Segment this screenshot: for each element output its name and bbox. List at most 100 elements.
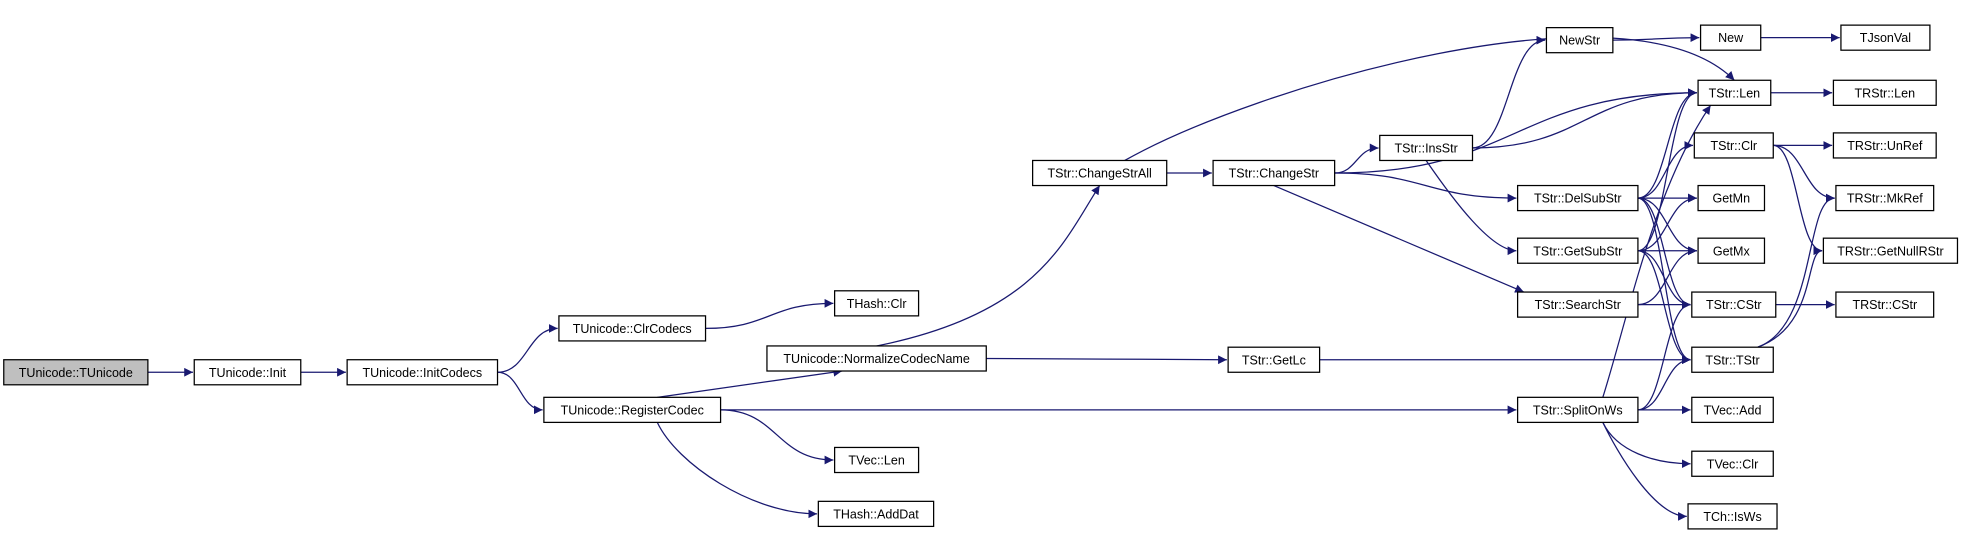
node-label: TRStr::MkRef bbox=[1847, 192, 1923, 206]
node: TJsonVal bbox=[1840, 24, 1931, 51]
node: TStr::GetLc bbox=[1227, 346, 1321, 373]
node-box bbox=[833, 290, 920, 317]
node: TStr::CStr bbox=[1691, 291, 1777, 318]
node-box bbox=[1835, 291, 1935, 318]
node-label: TUnicode::ClrCodecs bbox=[573, 322, 692, 336]
node-label: TVec::Len bbox=[848, 454, 904, 468]
edge bbox=[1334, 143, 1379, 174]
node-box bbox=[1699, 24, 1762, 51]
node-label: TRStr::GetNullRStr bbox=[1837, 244, 1943, 258]
node: TRStr::MkRef bbox=[1835, 184, 1935, 212]
node-label: TStr::Clr bbox=[1710, 139, 1757, 153]
node-label: TUnicode::NormalizeCodecName bbox=[783, 352, 969, 366]
node: TUnicode::NormalizeCodecName bbox=[766, 345, 987, 372]
node-box bbox=[1691, 450, 1774, 477]
edge bbox=[1757, 246, 1823, 348]
node-label: TCh::IsWs bbox=[1703, 510, 1761, 524]
edge bbox=[1637, 88, 1697, 252]
edge bbox=[1612, 33, 1700, 43]
node-box bbox=[817, 500, 935, 528]
node-box bbox=[1545, 27, 1614, 54]
node: TStr::SearchStr bbox=[1516, 291, 1639, 318]
edge bbox=[1602, 104, 1712, 398]
node-box bbox=[1832, 79, 1937, 106]
node-box bbox=[193, 359, 302, 386]
node-box bbox=[3, 359, 149, 386]
node-label: TUnicode::TUnicode bbox=[19, 366, 133, 380]
node-box bbox=[1697, 79, 1772, 106]
edge bbox=[657, 367, 843, 398]
node: TRStr::UnRef bbox=[1832, 132, 1937, 159]
edge bbox=[1773, 144, 1835, 203]
node: THash::Clr bbox=[833, 290, 920, 317]
edge bbox=[876, 185, 1101, 347]
node-label: TUnicode::Init bbox=[209, 366, 287, 380]
node: TCh::IsWs bbox=[1687, 503, 1778, 530]
node-box bbox=[1840, 24, 1931, 51]
edge bbox=[1472, 88, 1697, 149]
node: TStr::GetSubStr bbox=[1516, 237, 1639, 264]
edge bbox=[1124, 36, 1735, 162]
node: GetMn bbox=[1697, 184, 1766, 212]
node-label: TVec::Add bbox=[1704, 403, 1762, 417]
edge bbox=[1637, 250, 1691, 309]
node-box bbox=[1516, 237, 1639, 264]
node-box bbox=[543, 396, 722, 424]
node-box bbox=[1687, 503, 1778, 530]
node-label: THash::AddDat bbox=[833, 507, 919, 521]
node-box bbox=[1032, 159, 1168, 187]
node-box bbox=[1822, 237, 1959, 264]
node: TUnicode::InitCodecs bbox=[346, 359, 499, 386]
node: TUnicode::TUnicode bbox=[3, 359, 149, 386]
node-box bbox=[1516, 396, 1639, 424]
node-label: TStr::CStr bbox=[1706, 298, 1762, 312]
node-label: TRStr::UnRef bbox=[1847, 139, 1923, 153]
edge bbox=[1334, 172, 1517, 203]
node-box bbox=[1227, 346, 1321, 373]
node-label: TStr::ChangeStr bbox=[1229, 167, 1319, 181]
node-box bbox=[1697, 237, 1766, 264]
node: TStr::SplitOnWs bbox=[1516, 396, 1639, 424]
node-box bbox=[1212, 159, 1336, 187]
node-label: TStr::TStr bbox=[1705, 353, 1759, 367]
edge bbox=[1757, 193, 1835, 348]
edge bbox=[1637, 300, 1691, 411]
node-box bbox=[1691, 291, 1777, 318]
node: TVec::Len bbox=[833, 446, 920, 474]
node-box bbox=[1693, 132, 1774, 159]
node-box bbox=[1697, 184, 1766, 212]
node: THash::AddDat bbox=[817, 500, 935, 528]
node: TUnicode::RegisterCodec bbox=[543, 396, 722, 424]
node: TStr::ChangeStr bbox=[1212, 159, 1336, 187]
edge bbox=[1425, 160, 1517, 256]
node: TUnicode::ClrCodecs bbox=[558, 315, 707, 342]
node-box bbox=[833, 446, 920, 474]
node-box bbox=[1832, 132, 1937, 159]
node-box bbox=[558, 315, 707, 342]
node: TStr::Len bbox=[1697, 79, 1772, 106]
node-label: NewStr bbox=[1559, 34, 1600, 48]
edge bbox=[497, 324, 558, 373]
node: NewStr bbox=[1545, 27, 1614, 54]
node-label: GetMx bbox=[1713, 244, 1751, 258]
node: TStr::TStr bbox=[1691, 346, 1774, 373]
edge bbox=[1637, 355, 1691, 411]
node-label: TStr::GetSubStr bbox=[1533, 244, 1622, 258]
node-box bbox=[1691, 346, 1774, 373]
node: TRStr::GetNullRStr bbox=[1822, 237, 1959, 264]
edge bbox=[720, 409, 834, 465]
node: GetMx bbox=[1697, 237, 1766, 264]
node-label: TUnicode::InitCodecs bbox=[362, 366, 482, 380]
node: TRStr::Len bbox=[1832, 79, 1937, 106]
node-label: TStr::Len bbox=[1709, 86, 1761, 100]
edge bbox=[986, 355, 1227, 365]
node-label: TStr::SplitOnWs bbox=[1533, 403, 1623, 417]
node-box bbox=[1835, 184, 1935, 212]
node-label: THash::Clr bbox=[847, 297, 907, 311]
node-box bbox=[1691, 396, 1774, 424]
node-box bbox=[1379, 134, 1474, 162]
node-label: TVec::Clr bbox=[1707, 457, 1758, 471]
node: TVec::Clr bbox=[1691, 450, 1774, 477]
